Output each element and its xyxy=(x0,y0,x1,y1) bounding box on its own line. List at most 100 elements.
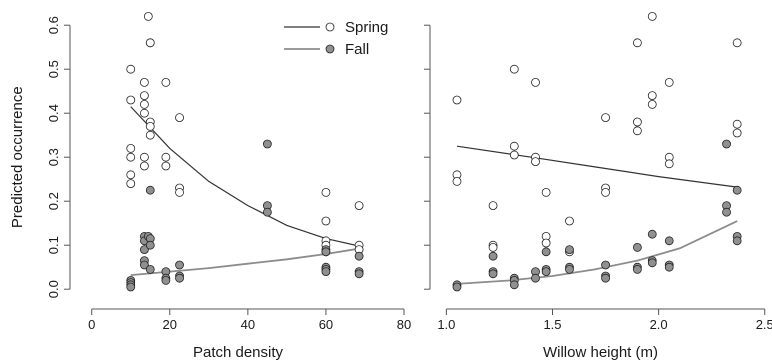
data-point-fall xyxy=(126,282,136,292)
data-point-fall xyxy=(647,229,657,239)
data-point-fall xyxy=(452,282,462,292)
data-point-spring xyxy=(140,78,149,87)
x-axis-label: Willow height (m) xyxy=(543,344,658,361)
legend-label-fall: Fall xyxy=(345,41,369,58)
data-point-spring xyxy=(161,161,171,171)
y-tick-label: 0.1 xyxy=(46,236,61,254)
data-point-spring xyxy=(509,141,519,151)
data-point-spring xyxy=(140,91,149,100)
data-point-fall xyxy=(145,185,155,195)
data-point-fall xyxy=(262,207,272,217)
y-tick-label: 0.2 xyxy=(46,192,61,210)
data-point-spring xyxy=(126,170,136,180)
data-point-spring xyxy=(633,117,642,127)
data-point-spring xyxy=(664,159,674,169)
data-point-spring xyxy=(601,187,610,197)
data-point-fall xyxy=(664,236,674,246)
x-tick-label: 20 xyxy=(163,317,177,332)
data-point-spring xyxy=(488,201,498,211)
data-point-fall xyxy=(354,269,364,279)
data-point-spring xyxy=(531,157,540,167)
y-tick-label: 0.3 xyxy=(46,148,61,166)
data-point-spring xyxy=(452,95,462,105)
legend-marker-spring xyxy=(325,22,335,32)
fitted-curve-spring xyxy=(456,145,738,188)
x-tick-label: 1.5 xyxy=(543,317,561,332)
data-point-fall xyxy=(722,139,731,149)
legend-marker-fall xyxy=(325,44,335,54)
data-point-spring xyxy=(140,100,149,109)
data-point-fall xyxy=(140,260,149,270)
data-point-fall xyxy=(732,185,742,195)
data-point-fall xyxy=(509,280,519,290)
data-point-fall xyxy=(565,245,574,255)
data-point-spring xyxy=(601,113,610,122)
data-point-fall xyxy=(601,273,610,283)
data-point-spring xyxy=(126,179,136,189)
data-point-fall xyxy=(140,245,149,255)
data-point-fall xyxy=(161,275,171,285)
data-point-spring xyxy=(126,64,136,74)
data-point-spring xyxy=(531,78,540,87)
left-panel-patch-density: 0 20 40 60 80 Patch density 0.0 0.1 0.2 0.3 0.4 0.5… xyxy=(9,11,411,361)
data-point-fall xyxy=(664,262,674,272)
fitted-curve-fall xyxy=(456,220,738,285)
data-point-spring xyxy=(175,187,184,197)
legend-label-spring: Spring xyxy=(345,19,388,36)
data-point-fall xyxy=(601,260,610,270)
data-point-spring xyxy=(145,130,155,140)
x-axis-label: Patch density xyxy=(193,344,284,361)
data-point-fall xyxy=(321,247,331,257)
x-tick-label: 40 xyxy=(241,317,255,332)
data-point-spring xyxy=(647,100,657,109)
fitted-curve-spring xyxy=(130,106,362,248)
y-tick-label: 0.4 xyxy=(46,104,61,122)
data-point-fall xyxy=(647,258,657,268)
data-point-fall xyxy=(488,251,498,261)
right-panel-willow-height: 1.0 1.5 2.0 2.5 Willow height (m) xyxy=(424,11,772,361)
data-point-fall xyxy=(175,260,184,270)
data-point-spring xyxy=(161,152,171,162)
data-point-spring xyxy=(633,126,642,136)
data-point-spring xyxy=(541,187,551,197)
data-point-spring xyxy=(732,128,742,138)
data-point-spring xyxy=(509,150,519,160)
data-point-spring xyxy=(488,242,498,252)
data-point-fall xyxy=(732,236,742,246)
data-point-spring xyxy=(452,176,462,186)
data-point-fall xyxy=(354,251,364,261)
data-point-spring xyxy=(732,119,742,129)
data-point-spring xyxy=(126,95,136,105)
data-point-spring xyxy=(354,201,364,211)
data-point-fall xyxy=(541,267,551,277)
data-point-spring xyxy=(647,91,657,100)
data-point-fall xyxy=(321,267,331,277)
data-point-spring xyxy=(140,152,149,162)
x-tick-label: 80 xyxy=(397,317,411,332)
y-tick-label: 0.0 xyxy=(46,280,61,298)
x-tick-label: 2.0 xyxy=(650,317,668,332)
x-tick-label: 60 xyxy=(319,317,333,332)
data-point-spring xyxy=(161,78,171,87)
legend: Spring Fall xyxy=(284,19,388,58)
y-axis-label: Predicted occurrence xyxy=(9,86,26,228)
data-point-spring xyxy=(647,11,657,21)
data-point-spring xyxy=(145,38,155,48)
data-point-fall xyxy=(531,273,540,283)
data-point-spring xyxy=(321,187,331,197)
data-point-spring xyxy=(664,78,674,87)
y-tick-label: 0.6 xyxy=(46,16,61,34)
data-point-fall xyxy=(488,269,498,279)
data-point-spring xyxy=(145,122,155,131)
data-point-spring xyxy=(541,238,551,248)
y-tick-label: 0.5 xyxy=(46,60,61,78)
data-point-spring xyxy=(321,216,331,226)
data-point-fall xyxy=(565,264,574,274)
data-point-fall xyxy=(633,264,642,274)
data-point-spring xyxy=(140,108,149,118)
data-point-spring xyxy=(565,216,574,226)
data-point-spring xyxy=(633,38,642,48)
x-tick-label: 0 xyxy=(88,317,95,332)
data-point-fall xyxy=(175,273,184,283)
data-point-spring xyxy=(175,113,184,122)
